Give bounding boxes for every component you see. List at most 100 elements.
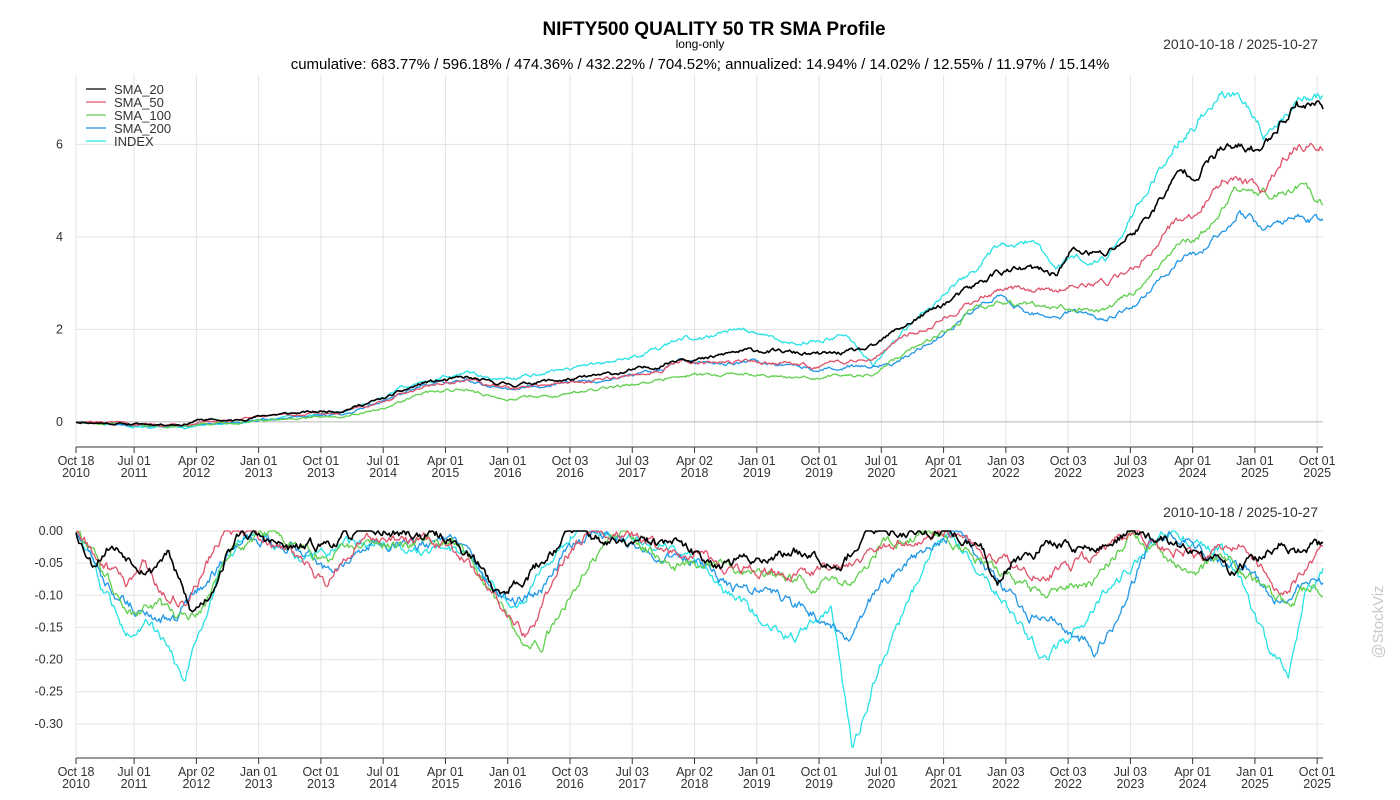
top-ytick-label: 0	[56, 415, 63, 429]
bottom-xtick-year: 2018	[681, 777, 709, 791]
bottom-series-sma-50	[75, 530, 1323, 638]
legend-label-sma-50: SMA_50	[114, 95, 164, 110]
top-series-sma-200	[75, 209, 1324, 429]
top-xtick-label: Jan 01	[489, 454, 527, 468]
bottom-xtick-label: Apr 02	[676, 765, 713, 779]
bottom-xtick-label: Oct 03	[1050, 765, 1087, 779]
top-xtick-label: Oct 18	[58, 454, 95, 468]
top-xtick-year: 2013	[307, 466, 335, 480]
bottom-xtick-year: 2010	[62, 777, 90, 791]
top-xtick-year: 2025	[1303, 466, 1331, 480]
top-series-sma-100	[75, 182, 1324, 429]
bottom-xtick-year: 2011	[121, 777, 148, 791]
bottom-series-sma-100	[75, 530, 1324, 653]
bottom-xtick-year: 2022	[992, 777, 1020, 791]
top-series-index	[75, 90, 1324, 430]
top-ytick-label: 2	[56, 322, 63, 336]
bottom-xtick-label: Jul 03	[616, 765, 649, 779]
bottom-xtick-year: 2024	[1179, 777, 1207, 791]
top-xtick-label: Apr 02	[676, 454, 713, 468]
top-xtick-year: 2023	[1116, 466, 1144, 480]
top-xtick-label: Oct 03	[1050, 454, 1087, 468]
top-xtick-year: 2025	[1241, 466, 1269, 480]
bottom-xtick-label: Jul 03	[1114, 765, 1147, 779]
top-xtick-label: Oct 01	[801, 454, 838, 468]
bottom-xtick-label: Oct 01	[801, 765, 838, 779]
bottom-series-sma-20	[75, 530, 1324, 613]
top-xtick-year: 2011	[121, 466, 148, 480]
top-xtick-label: Oct 01	[303, 454, 340, 468]
bottom-ytick-label: -0.25	[35, 685, 64, 699]
bottom-xtick-year: 2012	[182, 777, 210, 791]
top-xtick-year: 2012	[182, 466, 210, 480]
top-xtick-label: Jan 01	[738, 454, 776, 468]
legend-label-sma-100: SMA_100	[114, 108, 171, 123]
bottom-xtick-year: 2013	[245, 777, 273, 791]
watermark: @StockViz	[1370, 585, 1387, 658]
bottom-ytick-label: -0.20	[35, 653, 64, 667]
top-xtick-label: Apr 02	[178, 454, 215, 468]
top-xtick-label: Jul 03	[616, 454, 649, 468]
bottom-xtick-year: 2016	[494, 777, 522, 791]
bottom-xtick-year: 2023	[1116, 777, 1144, 791]
top-xtick-year: 2022	[992, 466, 1020, 480]
top-xtick-label: Jan 01	[240, 454, 278, 468]
date-range-bottom: 2010-10-18 / 2025-10-27	[1163, 504, 1318, 520]
top-xtick-year: 2016	[556, 466, 584, 480]
bottom-xtick-year: 2013	[307, 777, 335, 791]
legend-label-sma-200: SMA_200	[114, 121, 171, 136]
top-xtick-year: 2022	[1054, 466, 1082, 480]
top-series-sma-20	[75, 100, 1324, 427]
chart-title: NIFTY500 QUALITY 50 TR SMA Profile	[542, 19, 885, 40]
bottom-xtick-label: Apr 01	[1174, 765, 1211, 779]
bottom-xtick-label: Apr 02	[178, 765, 215, 779]
bottom-xtick-label: Oct 01	[1299, 765, 1336, 779]
bottom-ytick-label: -0.30	[35, 717, 64, 731]
bottom-xtick-label: Apr 01	[427, 765, 464, 779]
top-xtick-label: Apr 01	[427, 454, 464, 468]
bottom-xtick-label: Jul 01	[865, 765, 898, 779]
top-xtick-label: Jul 03	[1114, 454, 1147, 468]
top-series-sma-50	[75, 142, 1324, 428]
bottom-xtick-year: 2025	[1303, 777, 1331, 791]
top-ytick-label: 4	[56, 230, 63, 244]
top-xtick-year: 2024	[1179, 466, 1207, 480]
top-xtick-year: 2020	[867, 466, 895, 480]
drawdown-panel: 0.00 -0.05 -0.10 -0.15 -0.20 -0.25 -0.30 Oct 18…	[35, 524, 1336, 791]
bottom-xtick-label: Oct 18	[58, 765, 95, 779]
bottom-xtick-label: Oct 03	[552, 765, 589, 779]
top-xtick-label: Apr 01	[1174, 454, 1211, 468]
bottom-xtick-year: 2019	[743, 777, 771, 791]
bottom-xtick-year: 2020	[867, 777, 895, 791]
top-xtick-year: 2010	[62, 466, 90, 480]
top-xtick-year: 2016	[494, 466, 522, 480]
top-xtick-year: 2021	[930, 466, 958, 480]
bottom-xtick-year: 2015	[432, 777, 460, 791]
top-xtick-year: 2013	[245, 466, 273, 480]
bottom-xtick-label: Jul 01	[117, 765, 150, 779]
bottom-ytick-label: -0.10	[35, 588, 64, 602]
bottom-series-sma-200	[75, 530, 1324, 658]
top-xtick-label: Oct 01	[1299, 454, 1336, 468]
bottom-xtick-year: 2014	[369, 777, 397, 791]
top-ytick-label: 6	[56, 137, 63, 151]
bottom-xtick-year: 2017	[618, 777, 646, 791]
top-xtick-label: Jan 01	[1236, 454, 1274, 468]
top-xtick-year: 2017	[618, 466, 646, 480]
bottom-xtick-year: 2016	[556, 777, 584, 791]
bottom-xtick-label: Jul 01	[367, 765, 400, 779]
top-xtick-label: Oct 03	[552, 454, 589, 468]
bottom-xtick-label: Jan 01	[489, 765, 527, 779]
top-xtick-year: 2014	[369, 466, 397, 480]
bottom-xtick-label: Jan 03	[987, 765, 1025, 779]
top-xtick-year: 2019	[805, 466, 833, 480]
chart-subtitle: long-only	[676, 37, 725, 51]
top-xtick-year: 2015	[432, 466, 460, 480]
bottom-xtick-label: Apr 01	[925, 765, 962, 779]
date-range-top: 2010-10-18 / 2025-10-27	[1163, 36, 1318, 52]
bottom-ytick-label: 0.00	[39, 524, 63, 538]
bottom-xtick-label: Oct 01	[303, 765, 340, 779]
